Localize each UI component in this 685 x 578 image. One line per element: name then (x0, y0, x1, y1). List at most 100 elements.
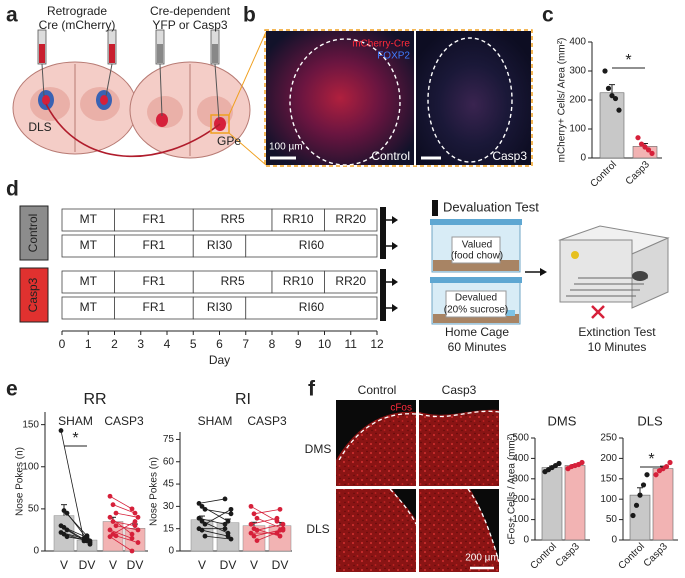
caption: 60 Minutes (448, 340, 507, 354)
data-point (222, 521, 228, 527)
y-tick-label: 150 (22, 419, 39, 430)
illustration-shape (389, 488, 417, 525)
illustration-shape (264, 29, 533, 167)
chart-title: RI (235, 391, 251, 408)
y-tick-label: 500 (512, 433, 529, 444)
y-axis-label: mCherry+ Cells/ Area (mm²) (557, 38, 568, 163)
data-point (280, 521, 286, 527)
condition-label: Casp3 (442, 383, 477, 397)
segment-label: RR10 (283, 274, 314, 288)
section-title: Devaluation Test (443, 199, 539, 214)
data-point (222, 526, 228, 532)
segment-label: RI30 (207, 300, 233, 314)
y-tick-label: 250 (600, 433, 617, 444)
group-label: SHAM (198, 414, 233, 428)
illustration-shape (336, 489, 416, 572)
test-marker (380, 269, 386, 295)
scale-bar-label: 100 µm (269, 142, 303, 153)
illustration-shape (470, 489, 499, 560)
x-axis-label: Day (209, 353, 230, 367)
subject-line (256, 517, 284, 530)
data-point (228, 506, 234, 512)
x-tick-label: 6 (216, 337, 223, 351)
subject-line (250, 506, 278, 522)
x-tick-label: Control (616, 541, 647, 572)
data-point (602, 68, 608, 74)
subject-line (198, 498, 226, 504)
subject-line (115, 512, 139, 518)
subject-line (204, 535, 232, 540)
data-point (107, 534, 113, 540)
data-point (129, 531, 135, 537)
data-point (135, 527, 141, 533)
data-point (225, 518, 231, 524)
subject-line (60, 430, 85, 541)
data-point (107, 493, 113, 499)
significance-label: * (72, 430, 78, 447)
data-point (605, 85, 612, 91)
x-tick-label: 2 (111, 337, 118, 351)
segment-label: MT (80, 274, 98, 288)
y-tick-label: 100 (22, 461, 39, 472)
x-tick-label: Casp3 (642, 541, 671, 570)
subject-line (66, 536, 91, 542)
x-tick-label: 12 (370, 337, 384, 351)
data-point (196, 501, 202, 506)
illustration-shape (100, 95, 108, 105)
illustration-shape (45, 103, 221, 158)
data-point (196, 515, 202, 521)
data-point (87, 541, 93, 547)
x-tick-label: 8 (269, 337, 276, 351)
illustration-shape (157, 44, 163, 63)
data-point (113, 510, 119, 516)
data-point (248, 521, 254, 527)
schedule-segment (245, 234, 378, 258)
data-point (129, 535, 135, 541)
y-tick-label: 300 (512, 473, 529, 484)
segment-label: RR5 (221, 212, 245, 226)
data-point (254, 515, 260, 521)
stain-label: FOXP2 (377, 51, 410, 62)
x-tick-label: 5 (190, 337, 197, 351)
annotation: YFP or Casp3 (152, 18, 227, 32)
subject-line (256, 523, 284, 531)
chamber-illustration (558, 225, 670, 319)
data-point (202, 533, 208, 539)
y-tick-label: 300 (569, 66, 586, 77)
illustration-shape (289, 38, 401, 166)
data-point (653, 472, 659, 478)
x-tick-label: 4 (164, 337, 171, 351)
y-tick-label: 45 (163, 479, 175, 490)
group-label: CASP3 (104, 414, 144, 428)
data-point (556, 460, 562, 467)
subject-line (109, 529, 133, 539)
y-tick-label: 75 (163, 434, 175, 445)
segment-label: MT (80, 300, 98, 314)
caption: 10 Minutes (588, 340, 647, 354)
illustration-shape (467, 488, 500, 563)
data-point (228, 511, 234, 517)
data-point (635, 135, 641, 141)
data-point (58, 428, 64, 433)
segment-label: RR20 (335, 212, 366, 226)
x-tick-label: DV (272, 558, 289, 572)
illustration-shape (430, 219, 522, 225)
illustration-shape (37, 29, 220, 65)
condition-label: Casp3 (492, 149, 527, 163)
data-point (254, 538, 260, 543)
segment-label: RI60 (299, 238, 325, 252)
stain-label: cFos (390, 403, 412, 414)
annotation: Retrograde (47, 4, 107, 18)
panel-label: a (6, 4, 18, 27)
subject-line (115, 525, 139, 531)
subject-line (112, 521, 136, 527)
illustration-shape (337, 413, 417, 463)
data-point (254, 527, 260, 533)
x-tick-label: V (109, 558, 117, 572)
data-point (202, 521, 208, 527)
illustration-shape (559, 239, 633, 303)
subject-line (256, 529, 284, 541)
data-point (616, 107, 622, 113)
stain-label: mCherry-Cre (352, 39, 410, 50)
chart-title: DMS (548, 413, 577, 428)
